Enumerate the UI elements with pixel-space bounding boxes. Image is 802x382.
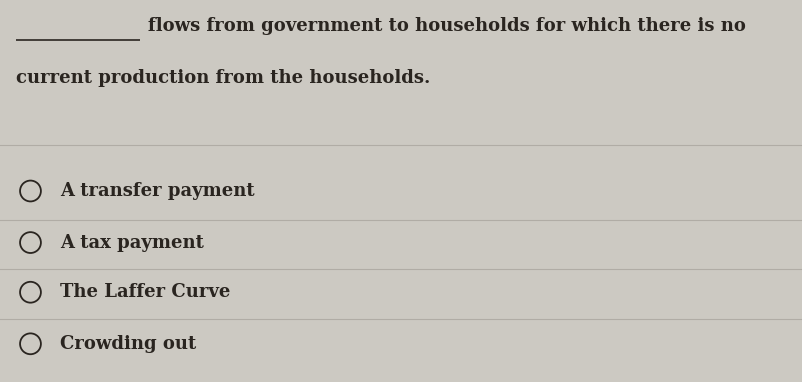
Text: current production from the households.: current production from the households. (16, 69, 431, 87)
Text: A tax payment: A tax payment (60, 233, 204, 252)
Text: A transfer payment: A transfer payment (60, 182, 255, 200)
Text: The Laffer Curve: The Laffer Curve (60, 283, 230, 301)
Text: flows from government to households for which there is no: flows from government to households for … (148, 17, 746, 35)
Text: Crowding out: Crowding out (60, 335, 196, 353)
